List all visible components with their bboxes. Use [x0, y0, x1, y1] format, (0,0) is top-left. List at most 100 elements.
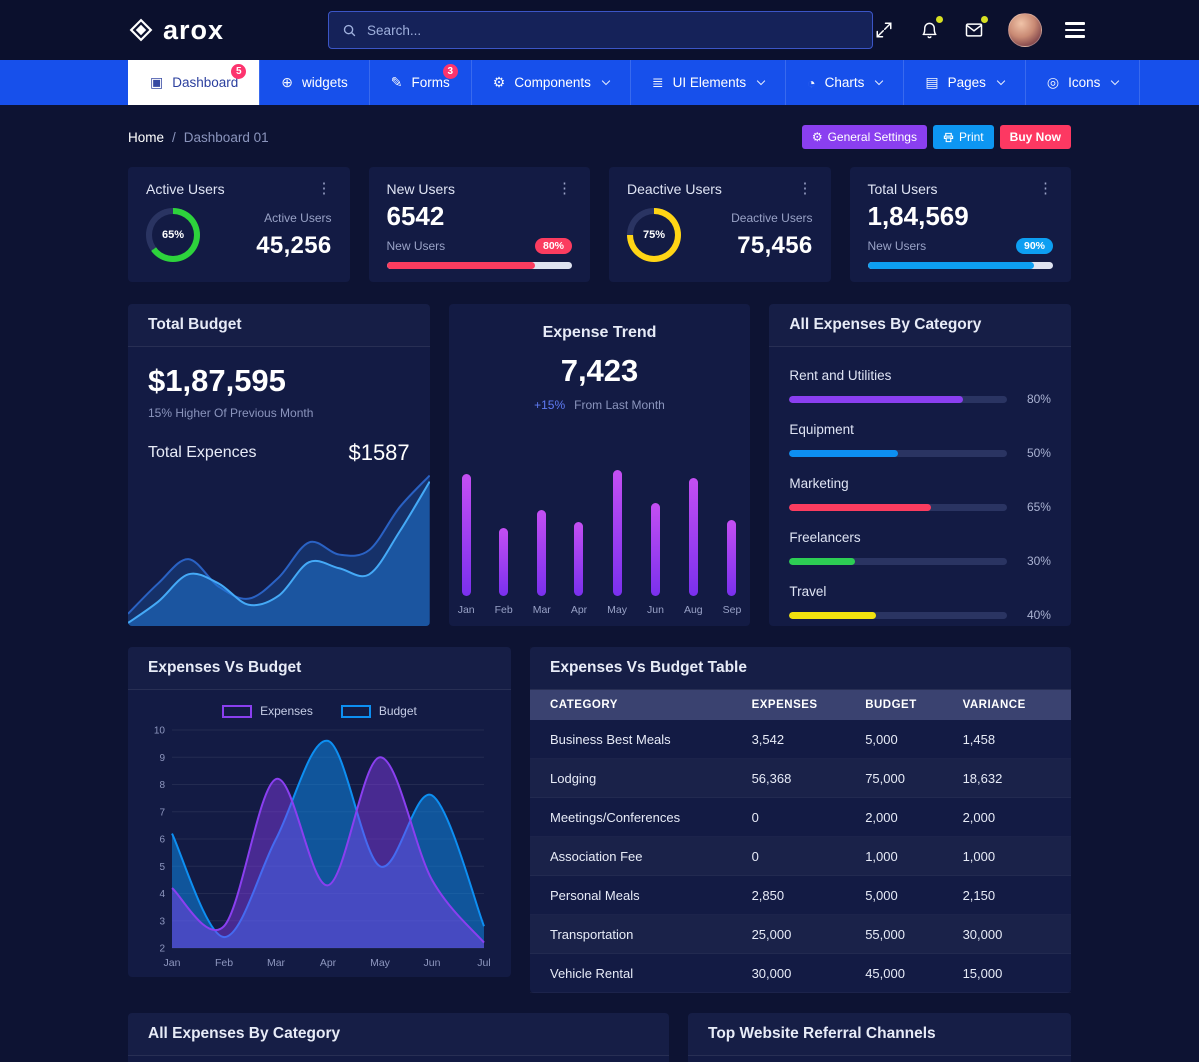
card-title: All Expenses By Category — [789, 316, 982, 333]
progress-track — [789, 503, 1007, 511]
header-actions — [873, 13, 1086, 47]
trend-bar — [461, 474, 471, 596]
general-settings-button[interactable]: ⚙ General Settings — [801, 125, 927, 149]
table-cell: 2,850 — [735, 875, 850, 915]
trend-bar-column: May — [607, 470, 627, 616]
notification-dot — [981, 16, 989, 23]
nav-item-pages[interactable]: ▤ Pages — [903, 60, 1025, 105]
category-percent: 50% — [1026, 446, 1051, 460]
trend-value: 7,423 — [560, 353, 639, 388]
table-cell: Association Fee — [530, 836, 736, 876]
trend-bar-label: Aug — [683, 604, 703, 616]
nav-item-icons[interactable]: ◎ Icons — [1024, 60, 1141, 105]
monitor-icon: ▣ — [150, 74, 164, 90]
logo[interactable]: arox — [128, 15, 224, 46]
card-title: Top Website Referral Channels — [708, 1025, 936, 1042]
breadcrumb-home-link[interactable]: Home — [128, 129, 165, 145]
app-header: arox — [0, 0, 1199, 60]
kebab-menu-icon[interactable]: ⋮ — [1038, 180, 1053, 197]
table-cell: Personal Meals — [530, 875, 736, 915]
card-title: All Expenses By Category — [148, 1025, 341, 1042]
kebab-menu-icon[interactable]: ⋮ — [316, 180, 332, 197]
nav-item-dashboard[interactable]: ▣ Dashboard 5 — [128, 60, 260, 105]
menu-button[interactable] — [1065, 22, 1086, 38]
table-cell: 30,000 — [735, 953, 850, 993]
table-cell: 0 — [735, 836, 850, 876]
folder-icon: ▤ — [925, 74, 939, 90]
category-percent: 80% — [1026, 392, 1051, 406]
table-cell: 2,000 — [946, 797, 1071, 837]
progress-track — [789, 395, 1007, 403]
expense-trend-chart: Jan Feb Mar Apr May Jun Aug Sep — [458, 470, 741, 616]
print-button[interactable]: Print — [932, 125, 994, 149]
progress-fill — [386, 262, 535, 269]
table-row: Transportation 25,000 55,000 30,000 — [530, 914, 1071, 954]
notification-dot — [936, 16, 944, 23]
category-label: Freelancers — [789, 530, 861, 545]
legend-item-expenses[interactable]: Expenses — [222, 704, 313, 718]
trend-bar-label: Jun — [647, 604, 664, 616]
category-percent: 65% — [1026, 500, 1051, 514]
breadcrumb-row: Home / Dashboard 01 ⚙ General Settings P… — [128, 125, 1071, 149]
nav-item-components[interactable]: ⚙ Components — [470, 60, 630, 105]
card-title: Total Budget — [148, 316, 242, 333]
percent-badge: 80% — [534, 238, 572, 254]
progress-track — [789, 611, 1007, 619]
progress-fill — [789, 557, 855, 565]
trend-bar — [650, 503, 660, 596]
trend-bar — [537, 510, 547, 596]
category-percent: 40% — [1026, 608, 1051, 622]
breadcrumb-separator: / — [172, 129, 176, 145]
table-cell: 2,000 — [849, 797, 947, 837]
lower-row: Expenses Vs Budget Expenses Budget 10 9 8 7 — [128, 647, 1071, 993]
new-users-card: New Users ⋮ 6542 New Users 80% — [368, 167, 590, 282]
print-icon — [943, 132, 954, 143]
nav-item-charts[interactable]: ◔ Charts — [785, 60, 903, 105]
total-users-card: Total Users ⋮ 1,84,569 New Users 90% — [849, 167, 1071, 282]
legend-item-budget[interactable]: Budget — [340, 704, 417, 718]
trend-bar-label: Apr — [570, 604, 588, 616]
trend-delta: +15% — [534, 398, 566, 412]
kebab-menu-icon[interactable]: ⋮ — [797, 180, 813, 197]
messages-button[interactable] — [963, 16, 989, 41]
trend-bar-column: Sep — [723, 520, 741, 616]
table-row: Vehicle Rental 30,000 45,000 15,000 — [530, 953, 1071, 993]
stat-label: New Users — [386, 239, 446, 253]
top-website-referral-channels-card: Top Website Referral Channels — [688, 1013, 1071, 1062]
search-icon — [342, 23, 357, 38]
progress-track — [789, 449, 1007, 457]
fullscreen-button[interactable] — [873, 19, 895, 41]
table-cell: 1,000 — [849, 836, 947, 876]
table-cell: 55,000 — [849, 914, 947, 954]
expand-icon — [875, 21, 893, 39]
kebab-menu-icon[interactable]: ⋮ — [557, 180, 572, 197]
deactive-users-donut-chart: 75% — [627, 208, 681, 262]
logo-text: arox — [163, 14, 225, 45]
nav-item-ui-elements[interactable]: ≣ UI Elements — [629, 60, 785, 105]
nav-item-label: Charts — [824, 75, 865, 90]
globe-icon: ⊕ — [281, 74, 294, 90]
trend-bar — [612, 470, 622, 596]
nav-item-label: Dashboard — [172, 75, 239, 90]
table-cell: 3,542 — [735, 720, 850, 759]
table-row: Business Best Meals 3,542 5,000 1,458 — [530, 720, 1071, 759]
trend-bar — [727, 520, 737, 596]
avatar[interactable] — [1008, 13, 1043, 47]
progress-fill — [867, 262, 1035, 269]
nav-item-forms[interactable]: ✎ Forms 3 — [368, 60, 471, 105]
table-cell: Meetings/Conferences — [530, 797, 736, 837]
active-users-donut-chart: 65% — [146, 208, 200, 262]
table-cell: Lodging — [530, 758, 736, 798]
buy-now-button[interactable]: Buy Now — [999, 125, 1071, 149]
svg-text:Apr: Apr — [320, 957, 337, 969]
total-budget-card: Total Budget $1,87,595 15% Higher Of Pre… — [128, 304, 430, 626]
svg-text:6: 6 — [159, 835, 165, 846]
notifications-button[interactable] — [918, 16, 944, 41]
menu-icon — [1065, 22, 1086, 25]
legend-swatch — [340, 704, 371, 718]
stat-value: 45,256 — [256, 231, 332, 259]
nav-item-widgets[interactable]: ⊕ widgets — [259, 60, 369, 105]
search-input[interactable] — [367, 22, 860, 38]
stat-label: New Users — [867, 239, 927, 253]
table-cell: 15,000 — [946, 953, 1071, 993]
